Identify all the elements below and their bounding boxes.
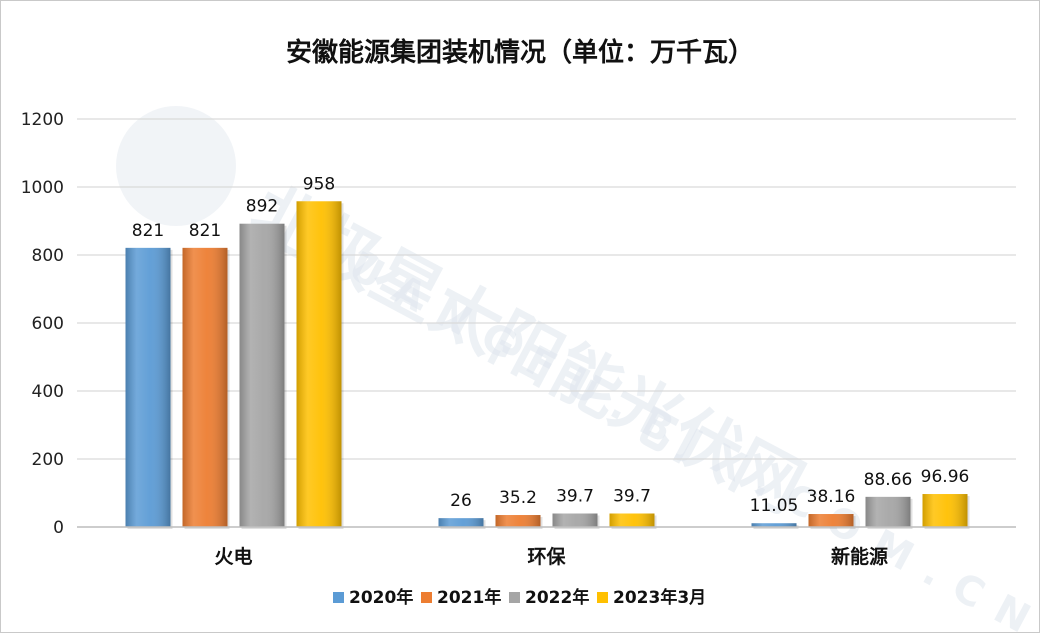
bar-shading	[239, 223, 285, 527]
y-tick-label: 1200	[21, 110, 64, 130]
bar-shading	[296, 201, 342, 527]
bar-shading	[609, 513, 655, 527]
data-label: 96.96	[921, 467, 970, 487]
y-tick-label: 0	[53, 518, 64, 538]
legend-swatch	[421, 592, 432, 603]
x-category-label: 环保	[527, 545, 566, 568]
watermark-logo-icon	[116, 106, 236, 226]
x-category-label: 火电	[214, 545, 252, 568]
bar-shading	[438, 518, 484, 527]
data-label: 821	[189, 221, 221, 241]
data-label: 39.7	[556, 487, 594, 507]
x-category-label: 新能源	[831, 545, 888, 568]
data-label: 821	[132, 221, 164, 241]
data-label: 892	[246, 197, 278, 217]
data-label: 35.2	[499, 488, 537, 508]
legend-label: 2023年3月	[613, 587, 706, 608]
data-label: 11.05	[750, 496, 799, 516]
data-label: 39.7	[613, 487, 651, 507]
bar-shading	[922, 494, 968, 527]
legend-swatch	[509, 592, 520, 603]
legend-label: 2021年	[437, 587, 501, 608]
y-tick-label: 1000	[21, 178, 64, 198]
data-labels: 821 821 892 958 26 35.2 39.7 39.7 11.05 38.16 88.6…	[132, 174, 970, 516]
legend-swatch	[597, 592, 608, 603]
watermark-subtext: GUANGFU.BJX.COM.CN	[296, 219, 1039, 632]
data-label: 26	[450, 491, 472, 511]
y-tick-label: 200	[32, 450, 64, 470]
bars	[125, 201, 970, 530]
bar-shading	[552, 513, 598, 527]
legend: 2020年 2021年 2022年 2023年3月	[333, 587, 706, 608]
legend-swatch	[333, 592, 344, 603]
y-tick-label: 600	[32, 314, 64, 334]
x-axis: 火电 环保 新能源	[77, 526, 1016, 568]
legend-label: 2020年	[349, 587, 413, 608]
bar-shading	[182, 247, 228, 528]
y-axis: 0 200 400 600 800 1000 1200	[21, 110, 64, 538]
y-tick-label: 800	[32, 246, 64, 266]
bar-shading	[125, 247, 171, 528]
bar-shading	[865, 496, 911, 527]
chart-title: 安徽能源集团装机情况（单位：万千瓦）	[286, 37, 754, 68]
data-label: 958	[303, 174, 335, 194]
bar-shading	[495, 515, 541, 527]
bar-shading	[808, 514, 854, 527]
legend-label: 2022年	[525, 587, 589, 608]
y-tick-label: 400	[32, 382, 64, 402]
bar-shading	[751, 523, 797, 527]
data-label: 38.16	[807, 487, 856, 507]
data-label: 88.66	[864, 470, 913, 490]
